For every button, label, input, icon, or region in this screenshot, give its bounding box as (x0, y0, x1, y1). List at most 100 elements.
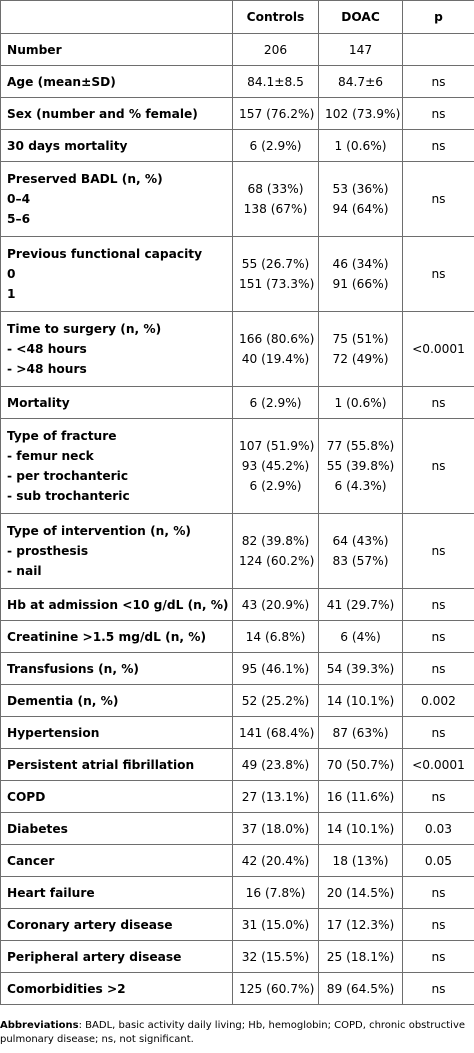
controls-cell-line: 49 (23.8%) (241, 757, 310, 772)
doac-cell-line: 6 (4.3%) (334, 479, 387, 493)
table-row: Hb at admission <10 g/dL (n, %) 43 (20.9%… (0, 588, 474, 621)
doac-cell-line: 94 (64%) (332, 202, 389, 216)
row-label-line: 0–4 (7, 192, 31, 206)
p-value-cell: ns (402, 513, 474, 589)
doac-cell: 1 (0.6%) (318, 129, 403, 162)
row-label-line: Peripheral artery disease (7, 949, 182, 964)
header-doac: DOAC (318, 0, 403, 34)
controls-cell-line: 6 (2.9%) (249, 479, 302, 493)
doac-cell: 147 (318, 33, 403, 66)
doac-cell: 17 (12.3%) (318, 908, 403, 941)
row-label-line: Previous functional capacity (7, 247, 203, 261)
row-label: Cancer (0, 844, 233, 877)
header-p: p (402, 0, 474, 34)
doac-cell-line: 1 (0.6%) (334, 395, 387, 410)
row-label-line: - per trochanteric (7, 469, 129, 483)
p-value-cell: ns (402, 620, 474, 653)
table-row: Diabetes 37 (18.0%) 14 (10.1%) 0.03 (0, 812, 474, 845)
row-label-line: Number (7, 42, 62, 57)
table-row: Comorbidities >2 125 (60.7%) 89 (64.5%) ns (0, 972, 474, 1005)
row-label: Previous functional capacity 0 1 (0, 236, 233, 312)
row-label-line: - sub trochanteric (7, 489, 130, 503)
doac-cell: 1 (0.6%) (318, 386, 403, 419)
row-label: Dementia (n, %) (0, 684, 233, 717)
row-label-line: Sex (number and % female) (7, 106, 198, 121)
doac-cell: 53 (36%) 94 (64%) (318, 161, 403, 237)
p-value-cell: ns (402, 236, 474, 312)
p-value-cell: ns (402, 972, 474, 1005)
doac-cell: 75 (51%) 72 (49%) (318, 311, 403, 387)
row-label: Heart failure (0, 876, 233, 909)
row-label-line: 0 (7, 267, 16, 281)
controls-cell-line: 107 (51.9%) (239, 439, 315, 453)
controls-cell-line: 52 (25.2%) (241, 693, 310, 708)
doac-cell-line: 72 (49%) (332, 352, 389, 366)
row-label-line: Type of intervention (n, %) (7, 524, 192, 538)
controls-cell: 6 (2.9%) (232, 386, 319, 419)
controls-cell: 206 (232, 33, 319, 66)
controls-cell: 141 (68.4%) (232, 716, 319, 749)
row-label-line: COPD (7, 789, 46, 804)
row-label-line: Transfusions (n, %) (7, 661, 139, 676)
controls-cell: 32 (15.5%) (232, 940, 319, 973)
row-label-line: Persistent atrial fibrillation (7, 757, 195, 772)
row-label: Hypertension (0, 716, 233, 749)
doac-cell: 77 (55.8%) 55 (39.8%) 6 (4.3%) (318, 418, 403, 514)
controls-cell: 49 (23.8%) (232, 748, 319, 781)
doac-cell-line: 46 (34%) (332, 257, 389, 271)
controls-cell: 6 (2.9%) (232, 129, 319, 162)
p-value-cell: ns (402, 716, 474, 749)
table-row: Creatinine >1.5 mg/dL (n, %) 14 (6.8%) 6 (… (0, 620, 474, 653)
row-label: Coronary artery disease (0, 908, 233, 941)
doac-cell-line: 20 (14.5%) (326, 885, 395, 900)
doac-cell: 64 (43%) 83 (57%) (318, 513, 403, 589)
row-label: COPD (0, 780, 233, 813)
table-row: Dementia (n, %) 52 (25.2%) 14 (10.1%) 0.002 (0, 684, 474, 717)
row-label-line: - prosthesis (7, 544, 89, 558)
controls-cell: 125 (60.7%) (232, 972, 319, 1005)
doac-cell-line: 83 (57%) (332, 554, 389, 568)
controls-cell-line: 31 (15.0%) (241, 917, 310, 932)
header-row: Controls DOAC p (0, 0, 474, 34)
controls-cell: 95 (46.1%) (232, 652, 319, 685)
doac-cell-line: 14 (10.1%) (326, 693, 395, 708)
row-label: Transfusions (n, %) (0, 652, 233, 685)
controls-cell-line: 125 (60.7%) (239, 981, 315, 996)
controls-cell-line: 138 (67%) (243, 202, 308, 216)
table-row: Number 206 147 (0, 33, 474, 66)
doac-cell-line: 6 (4%) (340, 629, 381, 644)
controls-cell: 37 (18.0%) (232, 812, 319, 845)
controls-cell: 14 (6.8%) (232, 620, 319, 653)
controls-cell: 157 (76.2%) (232, 97, 319, 130)
row-label: Peripheral artery disease (0, 940, 233, 973)
p-value-cell: <0.0001 (402, 748, 474, 781)
controls-cell: 82 (39.8%) 124 (60.2%) (232, 513, 319, 589)
controls-cell-line: 151 (73.3%) (239, 277, 315, 291)
controls-cell: 42 (20.4%) (232, 844, 319, 877)
doac-cell-line: 25 (18.1%) (326, 949, 395, 964)
controls-cell: 31 (15.0%) (232, 908, 319, 941)
controls-cell-line: 37 (18.0%) (241, 821, 310, 836)
row-label-line: Hypertension (7, 725, 100, 740)
controls-cell-line: 43 (20.9%) (241, 597, 310, 612)
controls-cell-line: 55 (26.7%) (241, 257, 310, 271)
row-label: Age (mean±SD) (0, 65, 233, 98)
controls-cell-line: 157 (76.2%) (239, 106, 315, 121)
controls-cell-line: 124 (60.2%) (239, 554, 315, 568)
row-label-line: Creatinine >1.5 mg/dL (n, %) (7, 629, 207, 644)
table-body: Number 206 147 Age (mean±SD) 84.1±8.5 84.7±6 n… (0, 33, 474, 1005)
doac-cell: 102 (73.9%) (318, 97, 403, 130)
table-row: Type of intervention (n, %) - prosthesis -… (0, 513, 474, 589)
controls-cell-line: 6 (2.9%) (249, 138, 302, 153)
controls-cell: 55 (26.7%) 151 (73.3%) (232, 236, 319, 312)
row-label-line: Heart failure (7, 885, 95, 900)
doac-cell-line: 77 (55.8%) (326, 439, 395, 453)
p-value-cell: ns (402, 129, 474, 162)
row-label: Comorbidities >2 (0, 972, 233, 1005)
row-label-line: Diabetes (7, 821, 68, 836)
doac-cell: 87 (63%) (318, 716, 403, 749)
controls-cell: 68 (33%) 138 (67%) (232, 161, 319, 237)
row-label: Creatinine >1.5 mg/dL (n, %) (0, 620, 233, 653)
table-row: Coronary artery disease 31 (15.0%) 17 (12.… (0, 908, 474, 941)
doac-cell-line: 16 (11.6%) (326, 789, 395, 804)
